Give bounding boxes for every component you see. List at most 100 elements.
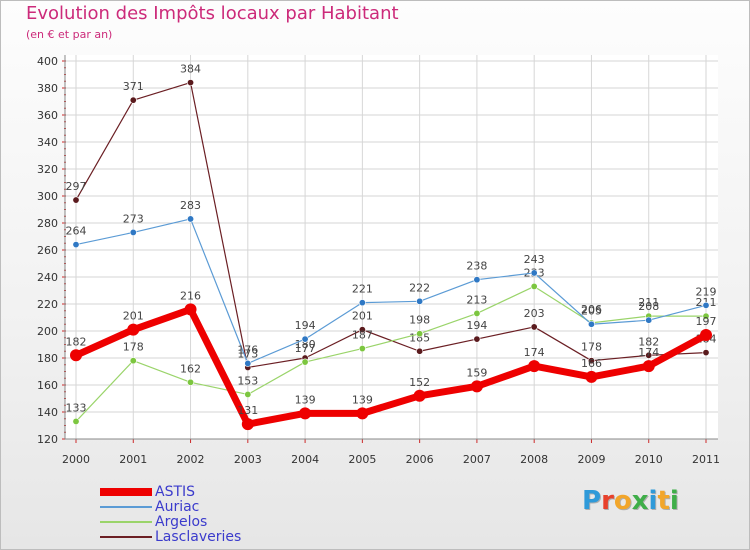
data-label: 213 [466, 293, 487, 306]
data-point [129, 357, 137, 365]
data-point [702, 349, 710, 357]
data-label: 174 [524, 346, 545, 359]
legend-label: Auriac [155, 499, 200, 515]
data-point [356, 407, 369, 420]
data-point [72, 196, 80, 204]
data-point [413, 389, 426, 402]
data-point [416, 330, 424, 338]
data-point [530, 269, 538, 277]
data-label: 198 [409, 314, 430, 327]
data-point [587, 320, 595, 328]
data-label: 211 [638, 296, 659, 309]
data-label: 194 [466, 319, 487, 332]
data-label: 203 [524, 307, 545, 320]
y-tick-label: 180 [37, 352, 58, 365]
data-label: 197 [696, 315, 717, 328]
x-tick-label: 2007 [463, 453, 491, 466]
y-tick-label: 400 [37, 55, 58, 68]
data-label: 208 [638, 300, 659, 313]
data-label: 201 [123, 310, 144, 323]
series-line-argelos [75, 285, 707, 423]
data-point [301, 335, 309, 343]
data-point [129, 96, 137, 104]
x-tick-label: 2003 [234, 453, 262, 466]
data-label: 177 [295, 342, 316, 355]
data-point [528, 360, 541, 373]
x-tick-label: 2009 [577, 453, 605, 466]
data-label: 283 [180, 199, 201, 212]
x-tick-label: 2011 [692, 453, 720, 466]
y-tick-label: 320 [37, 163, 58, 176]
data-point [187, 79, 195, 87]
data-point [187, 215, 195, 223]
y-tick-label: 360 [37, 109, 58, 122]
data-label: 139 [352, 393, 373, 406]
y-tick-label: 340 [37, 136, 58, 149]
data-point [358, 326, 366, 334]
legend-label: ASTIS [155, 484, 196, 500]
data-point [72, 417, 80, 425]
y-tick-label: 200 [37, 325, 58, 338]
plot-area [65, 55, 718, 439]
data-point [241, 418, 254, 431]
data-label: 152 [409, 376, 430, 389]
data-point [72, 241, 80, 249]
legend-label: Argelos [155, 514, 208, 530]
legend-swatch [100, 521, 152, 523]
data-label: 174 [638, 346, 659, 359]
series-line-lasclaveries [75, 81, 707, 369]
x-tick-label: 2005 [348, 453, 376, 466]
chart-subtitle: (en € et par an) [26, 28, 113, 41]
data-label: 166 [581, 357, 602, 370]
legend-swatch [100, 536, 152, 538]
y-tick-label: 300 [37, 190, 58, 203]
data-point [645, 351, 653, 359]
data-point [645, 316, 653, 324]
x-tick-label: 2006 [406, 453, 434, 466]
data-label: 205 [581, 304, 602, 317]
data-label: 153 [237, 374, 258, 387]
data-label: 139 [295, 393, 316, 406]
data-label: 219 [696, 285, 717, 298]
data-label: 221 [352, 283, 373, 296]
data-point [184, 303, 197, 316]
data-label: 238 [466, 260, 487, 273]
x-tick-label: 2004 [291, 453, 319, 466]
legend-swatch [100, 506, 152, 508]
y-tick-label: 260 [37, 244, 58, 257]
data-label: 273 [123, 212, 144, 225]
data-label: 133 [66, 401, 87, 414]
data-label: 187 [352, 329, 373, 342]
data-point [244, 359, 252, 367]
x-tick-label: 2000 [62, 453, 90, 466]
x-tick-label: 2010 [635, 453, 663, 466]
y-tick-label: 140 [37, 406, 58, 419]
data-point [530, 323, 538, 331]
data-label: 162 [180, 362, 201, 375]
data-point [358, 299, 366, 307]
data-point [702, 301, 710, 309]
proxiti-logo: Proxiti [582, 486, 679, 516]
data-point [129, 228, 137, 236]
data-label: 371 [123, 80, 144, 93]
y-tick-label: 220 [37, 298, 58, 311]
data-label: 264 [66, 225, 87, 238]
legend-label: Lasclaveries [155, 529, 242, 545]
data-point [702, 312, 710, 320]
data-label: 194 [295, 319, 316, 332]
data-point [416, 347, 424, 355]
data-point [585, 370, 598, 383]
data-point [299, 407, 312, 420]
legend-swatch [100, 488, 152, 496]
data-point [473, 309, 481, 317]
data-label: 243 [524, 253, 545, 266]
data-point [642, 360, 655, 373]
data-label: 131 [237, 404, 258, 417]
y-tick-label: 240 [37, 271, 58, 284]
x-tick-label: 2002 [177, 453, 205, 466]
x-tick-label: 2001 [119, 453, 147, 466]
data-label: 178 [581, 341, 602, 354]
data-label: 182 [638, 335, 659, 348]
y-tick-label: 280 [37, 217, 58, 230]
